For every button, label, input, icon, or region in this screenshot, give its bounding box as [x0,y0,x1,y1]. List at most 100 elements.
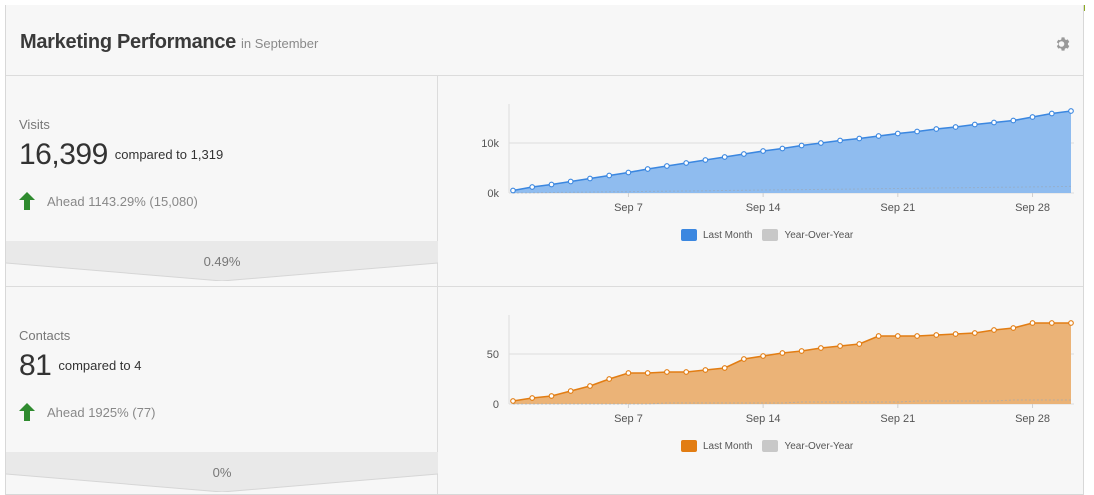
data-point [779,350,786,356]
data-point [625,370,632,376]
legend-item-last-month[interactable]: Last Month [681,229,752,241]
legend-item-yoy[interactable]: Year-Over-Year [762,440,853,452]
data-point [587,175,593,182]
widget-title: Marketing Performance in September [20,31,318,54]
legend-item-last-month[interactable]: Last Month [681,440,752,452]
y-tick-label: 50 [487,349,499,361]
legend-item-yoy[interactable]: Year-Over-Year [762,229,853,241]
data-point [606,376,613,382]
data-point [702,157,709,163]
legend-swatch-grey [762,440,779,452]
chart-legend: Last Month Year-Over-Year [681,440,863,452]
legend-label: Year-Over-Year [784,440,854,452]
marketing-performance-widget: Marketing Performance in September Visits… [5,5,1084,495]
data-point [1068,108,1074,114]
data-point [587,383,593,389]
data-point [856,135,863,142]
data-point [933,126,940,132]
data-point [798,142,805,149]
legend-swatch-blue [681,229,697,241]
conversion-funnel [6,241,438,281]
legend-swatch-orange [681,440,697,452]
metric-label: Contacts [19,328,71,343]
chart-legend: Last Month Year-Over-Year [681,229,863,241]
data-point [952,124,959,130]
data-point [510,398,516,404]
data-point [933,332,940,338]
data-point [914,333,920,339]
data-point [952,331,959,337]
gear-icon[interactable] [1055,36,1071,52]
widget-subtitle: in September [241,36,319,51]
data-point [818,345,824,351]
metric-value-number: 16,399 [19,138,108,171]
metric-ahead: Ahead 1925% (77) [19,403,155,421]
metric-compare: compared to 4 [58,358,142,373]
data-point [741,151,747,157]
data-point [894,333,901,339]
data-point [798,348,805,354]
data-point [875,133,882,139]
conversion-rate: 0.49% [203,254,241,269]
legend-label: Last Month [703,440,753,452]
data-point [548,393,555,399]
line-year-over-year [513,399,1071,405]
data-point [760,353,766,359]
data-point [991,327,997,333]
x-tick-label: Sep 14 [746,202,781,214]
data-point [1048,110,1055,117]
data-point [664,369,670,375]
x-tick-label: Sep 28 [1015,202,1050,214]
area-last-month [513,111,1071,193]
metric-row-visits: Visits 16,399 compared to 1,319 Ahead 114… [6,76,1083,287]
data-point [875,333,882,339]
conversion-rate: 0% [212,465,232,480]
data-point [818,140,824,146]
data-point [1010,325,1017,331]
line-year-over-year [512,185,1072,194]
widget-title-text: Marketing Performance [20,31,236,53]
visits-chart-svg: 0k 10k Sep 7 Sep 14 Sep 21 Sep 28 [481,104,1074,214]
metric-ahead-text: Ahead 1143.29% (15,080) [47,193,198,209]
data-point [548,181,555,188]
data-point [529,395,536,401]
data-point [837,343,843,349]
y-tick-label: 0 [493,399,499,411]
data-point [567,388,574,394]
data-point [856,341,863,347]
arrow-up-icon [19,192,35,210]
metric-row-contacts: Contacts 81 compared to 4 Ahead 1925% (77… [6,287,1083,494]
x-tick-label: Sep 28 [1015,413,1050,425]
visits-chart: 0k 10k Sep 7 Sep 14 Sep 21 Sep 28 Last Month … [443,76,1083,286]
x-tick-label: Sep 7 [614,413,643,425]
x-tick-label: Sep 21 [880,202,915,214]
data-point [971,330,978,336]
legend-label: Last Month [703,229,753,241]
arrow-up-icon [19,403,35,421]
data-point [760,148,766,154]
data-point [683,369,690,375]
data-point [721,154,728,160]
data-point [991,119,997,126]
metric-compare: compared to 1,319 [114,147,224,162]
legend-swatch-grey [762,229,779,241]
data-point [741,356,747,362]
metric-summary: Visits 16,399 compared to 1,319 Ahead 114… [6,76,438,286]
area-last-month [513,323,1071,404]
data-point [683,160,690,166]
data-point [721,365,728,371]
metric-value-number: 81 [19,349,52,382]
data-point [894,130,901,137]
data-point [567,178,574,185]
metric-label: Visits [19,117,50,132]
data-point [1010,117,1017,124]
data-point [1068,320,1074,326]
widget-header: Marketing Performance in September [6,11,1083,76]
data-point [644,166,651,172]
data-point [664,163,670,169]
y-tick-label: 0k [487,188,499,200]
metric-summary: Contacts 81 compared to 4 Ahead 1925% (77… [6,287,438,494]
legend-label: Year-Over-Year [784,229,854,241]
data-point [510,187,516,194]
metric-ahead-text: Ahead 1925% (77) [47,404,156,420]
